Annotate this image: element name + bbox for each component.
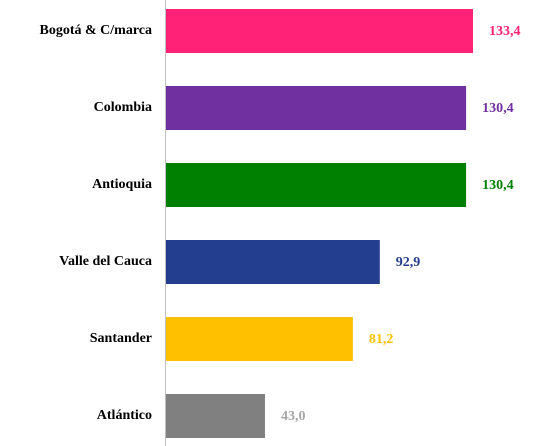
value-label: 81,2 [369,332,394,347]
value-label: 92,9 [396,255,421,270]
category-label: Bogotá & C/marca [40,23,153,38]
value-label: 43,0 [281,409,306,424]
bar [166,86,467,130]
bar [166,240,380,284]
category-label: Colombia [94,100,152,115]
category-label: Santander [90,331,152,346]
category-label: Atlántico [97,408,152,423]
value-label: 133,4 [489,24,521,39]
category-label: Antioquia [92,177,152,192]
value-label: 130,4 [482,101,514,116]
bar [166,163,467,207]
value-label: 130,4 [482,178,514,193]
category-label: Valle del Cauca [59,254,152,269]
bar [166,9,473,53]
bar [166,394,265,438]
bar [166,317,353,361]
